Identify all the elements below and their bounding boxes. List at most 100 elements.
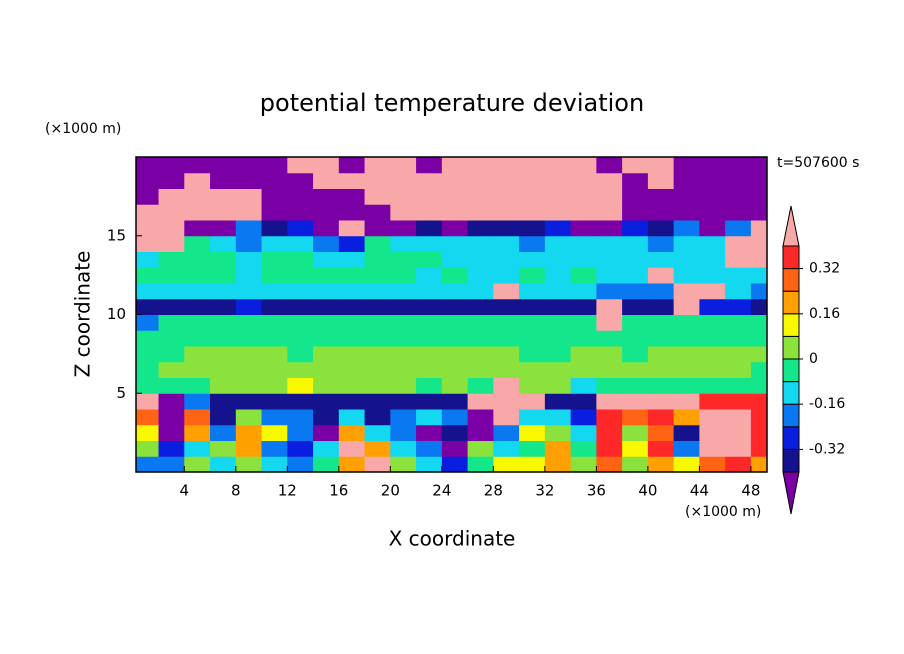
cell	[750, 377, 767, 394]
x-tick-label: 28	[484, 482, 503, 500]
cell	[136, 409, 160, 426]
cell	[622, 283, 649, 300]
cell	[158, 267, 185, 284]
y-tick-label: 10	[107, 305, 126, 323]
cell	[519, 346, 546, 363]
cell	[364, 456, 391, 472]
cell	[673, 361, 700, 378]
cell	[364, 251, 391, 268]
cell	[390, 314, 417, 331]
x-tick-label: 36	[587, 482, 606, 500]
cell	[136, 172, 160, 189]
y-unit: (×1000 m)	[45, 121, 121, 137]
cell	[493, 283, 520, 300]
cell	[647, 377, 675, 394]
cell	[725, 314, 752, 331]
colorbar-box	[782, 290, 800, 315]
cell	[647, 267, 675, 284]
cell	[364, 283, 391, 300]
cell	[338, 283, 366, 300]
cell	[210, 393, 237, 410]
cell	[544, 330, 572, 347]
cell	[416, 330, 443, 347]
cell	[390, 267, 417, 284]
cell	[467, 204, 494, 221]
cell	[136, 361, 160, 378]
colorbar-tick-label: -0.16	[809, 396, 845, 412]
colorbar-tick-label: 0.32	[809, 261, 840, 277]
cell	[622, 235, 649, 252]
cell	[570, 157, 597, 174]
cell	[544, 314, 572, 331]
cell	[570, 172, 597, 189]
cell	[390, 298, 417, 315]
cell	[699, 393, 726, 410]
cell	[673, 314, 700, 331]
cell	[647, 204, 675, 221]
cell	[313, 235, 340, 252]
cell	[184, 283, 211, 300]
cell	[750, 440, 767, 457]
cell	[596, 298, 623, 315]
cell	[467, 377, 494, 394]
cell	[184, 267, 211, 284]
cell	[441, 393, 469, 410]
cell	[647, 346, 675, 363]
cell	[725, 456, 752, 472]
cell	[544, 235, 572, 252]
cell	[493, 377, 520, 394]
cell	[287, 424, 314, 441]
cell	[338, 346, 366, 363]
cell	[596, 330, 623, 347]
cell	[570, 330, 597, 347]
cell	[390, 172, 417, 189]
cell	[570, 440, 597, 457]
cell	[287, 204, 314, 221]
cell	[544, 204, 572, 221]
cell	[647, 440, 675, 457]
cell	[235, 188, 263, 205]
cell	[313, 251, 340, 268]
cell	[261, 172, 288, 189]
cell	[287, 283, 314, 300]
cell	[647, 456, 675, 472]
cell	[673, 172, 700, 189]
cell	[136, 157, 160, 174]
cell	[570, 393, 597, 410]
cell	[235, 393, 263, 410]
x-tick-label: 40	[638, 482, 657, 500]
cell	[158, 346, 185, 363]
cell	[287, 409, 314, 426]
cell	[596, 456, 623, 472]
cell	[416, 424, 443, 441]
cell	[596, 220, 623, 237]
cell	[467, 267, 494, 284]
cell	[338, 172, 366, 189]
cell	[544, 251, 572, 268]
cell	[622, 204, 649, 221]
cell	[210, 298, 237, 315]
cell	[673, 456, 700, 472]
x-tick-label: 12	[278, 482, 297, 500]
cell	[416, 188, 443, 205]
cell	[441, 251, 469, 268]
colorbar-tick-label: 0	[809, 351, 818, 367]
cell	[158, 440, 185, 457]
cell	[184, 393, 211, 410]
cell	[287, 330, 314, 347]
cell	[261, 377, 288, 394]
cell	[441, 330, 469, 347]
cell	[390, 220, 417, 237]
colorbar-box	[782, 313, 800, 337]
cell	[519, 409, 546, 426]
cell	[699, 283, 726, 300]
cell	[622, 409, 649, 426]
cell	[596, 346, 623, 363]
cell	[313, 361, 340, 378]
cell	[750, 157, 767, 174]
cell	[416, 157, 443, 174]
cell	[210, 377, 237, 394]
cell	[210, 267, 237, 284]
cell	[136, 440, 160, 457]
cell	[673, 377, 700, 394]
